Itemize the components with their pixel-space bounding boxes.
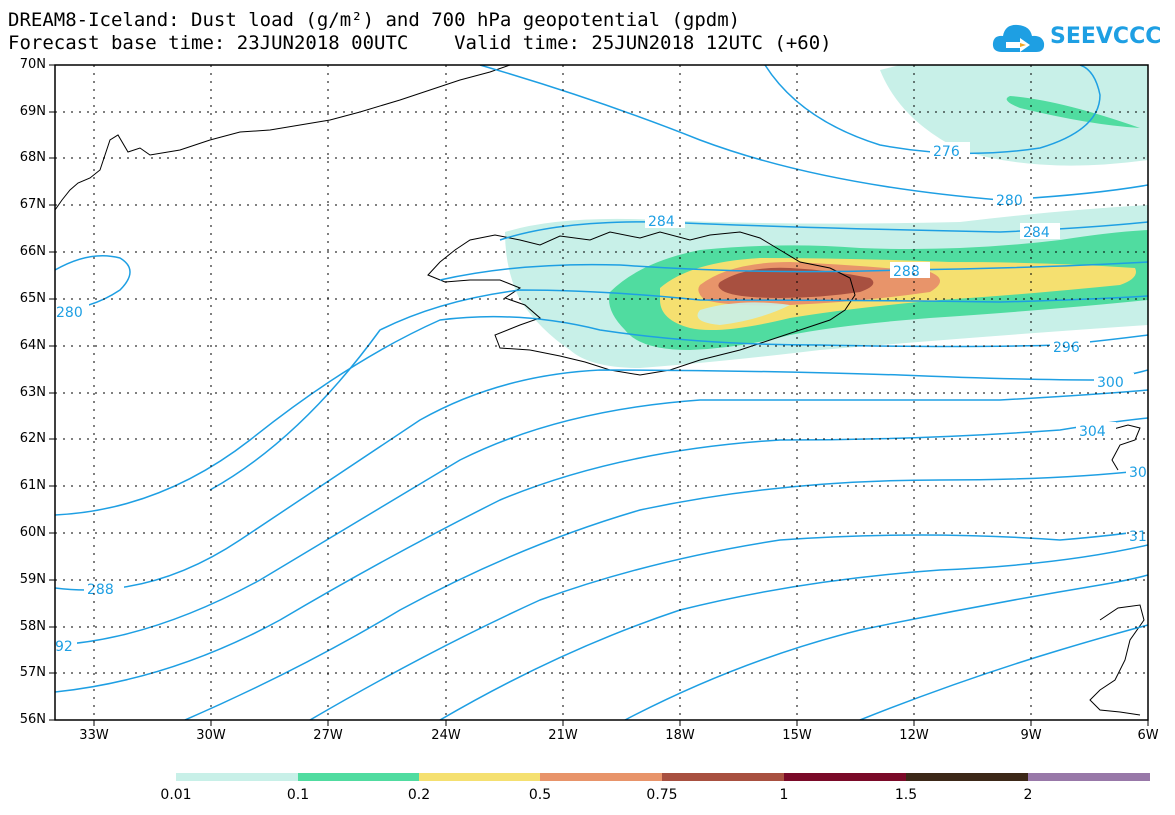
lat-label: 57N	[19, 665, 46, 680]
logo-text: SEEVCCC	[1050, 24, 1162, 49]
cloud-icon	[992, 24, 1045, 52]
lon-label: 12W	[899, 728, 929, 743]
colorbar-swatch	[176, 773, 298, 781]
lon-label: 27W	[313, 728, 343, 743]
colorbar-swatch	[540, 773, 662, 781]
colorbar-label: 0.75	[646, 787, 678, 803]
contour-label: 288	[893, 264, 920, 280]
contour-labels: 276 280 284 284 288 280 296 300 304 30 3…	[53, 142, 1148, 655]
colorbar-label: 2	[1023, 787, 1033, 803]
lon-label: 24W	[431, 728, 461, 743]
axis-ticks	[49, 64, 1149, 726]
lat-label: 60N	[19, 525, 46, 540]
contour-label: 276	[933, 144, 960, 160]
colorbar-label: 1	[779, 787, 789, 803]
colorbar-swatch	[662, 773, 784, 781]
colorbar-label: 1.5	[894, 787, 918, 803]
lat-label: 69N	[19, 104, 46, 119]
contour-label: 92	[55, 639, 73, 655]
lat-label: 59N	[19, 572, 46, 587]
colorbar-swatch	[298, 773, 419, 781]
colorbar-swatch	[419, 773, 540, 781]
forecast-time-line: Forecast base time: 23JUN2018 00UTC Vali…	[8, 32, 832, 54]
lat-label: 61N	[19, 478, 46, 493]
lat-label: 63N	[19, 385, 46, 400]
contour-label: 284	[648, 214, 675, 230]
colorbar-label: 0.01	[160, 787, 192, 803]
lat-label: 64N	[19, 338, 46, 353]
lon-label: 30W	[196, 728, 226, 743]
coastlines	[55, 65, 1145, 716]
colorbar-label: 0.2	[407, 787, 431, 803]
colorbar-swatch	[906, 773, 1028, 781]
contour-label: 296	[1053, 340, 1080, 356]
contour-label: 300	[1097, 375, 1124, 391]
contour-label: 280	[56, 305, 83, 321]
colorbar-label: 0.5	[528, 787, 552, 803]
lat-label: 58N	[19, 619, 46, 634]
lat-label: 56N	[19, 712, 46, 727]
lon-label: 6W	[1137, 728, 1159, 743]
geopotential-contours	[55, 65, 1148, 720]
graticule	[55, 65, 1148, 720]
contour-label: 284	[1023, 225, 1050, 241]
lon-label: 21W	[548, 728, 578, 743]
contour-label: 304	[1079, 424, 1106, 440]
lat-label: 70N	[19, 57, 46, 72]
lon-label: 18W	[665, 728, 695, 743]
colorbar-label: 0.1	[286, 787, 310, 803]
lat-label: 66N	[19, 244, 46, 259]
dust-load-field	[505, 65, 1148, 368]
seevccc-logo: SEEVCCC	[990, 18, 1161, 58]
lon-label: 15W	[782, 728, 812, 743]
lat-label: 67N	[19, 197, 46, 212]
lon-label: 33W	[79, 728, 109, 743]
contour-label: 288	[87, 582, 114, 598]
lat-label: 65N	[19, 291, 46, 306]
colorbar-swatch	[1028, 773, 1150, 781]
contour-label: 30	[1129, 465, 1147, 481]
lat-label: 68N	[19, 150, 46, 165]
contour-label: 280	[996, 193, 1023, 209]
lat-label: 62N	[19, 431, 46, 446]
lon-label: 9W	[1020, 728, 1042, 743]
colorbar-swatch	[784, 773, 906, 781]
map-title: DREAM8-Iceland: Dust load (g/m²) and 700…	[8, 9, 741, 31]
contour-label: 31	[1129, 529, 1147, 545]
